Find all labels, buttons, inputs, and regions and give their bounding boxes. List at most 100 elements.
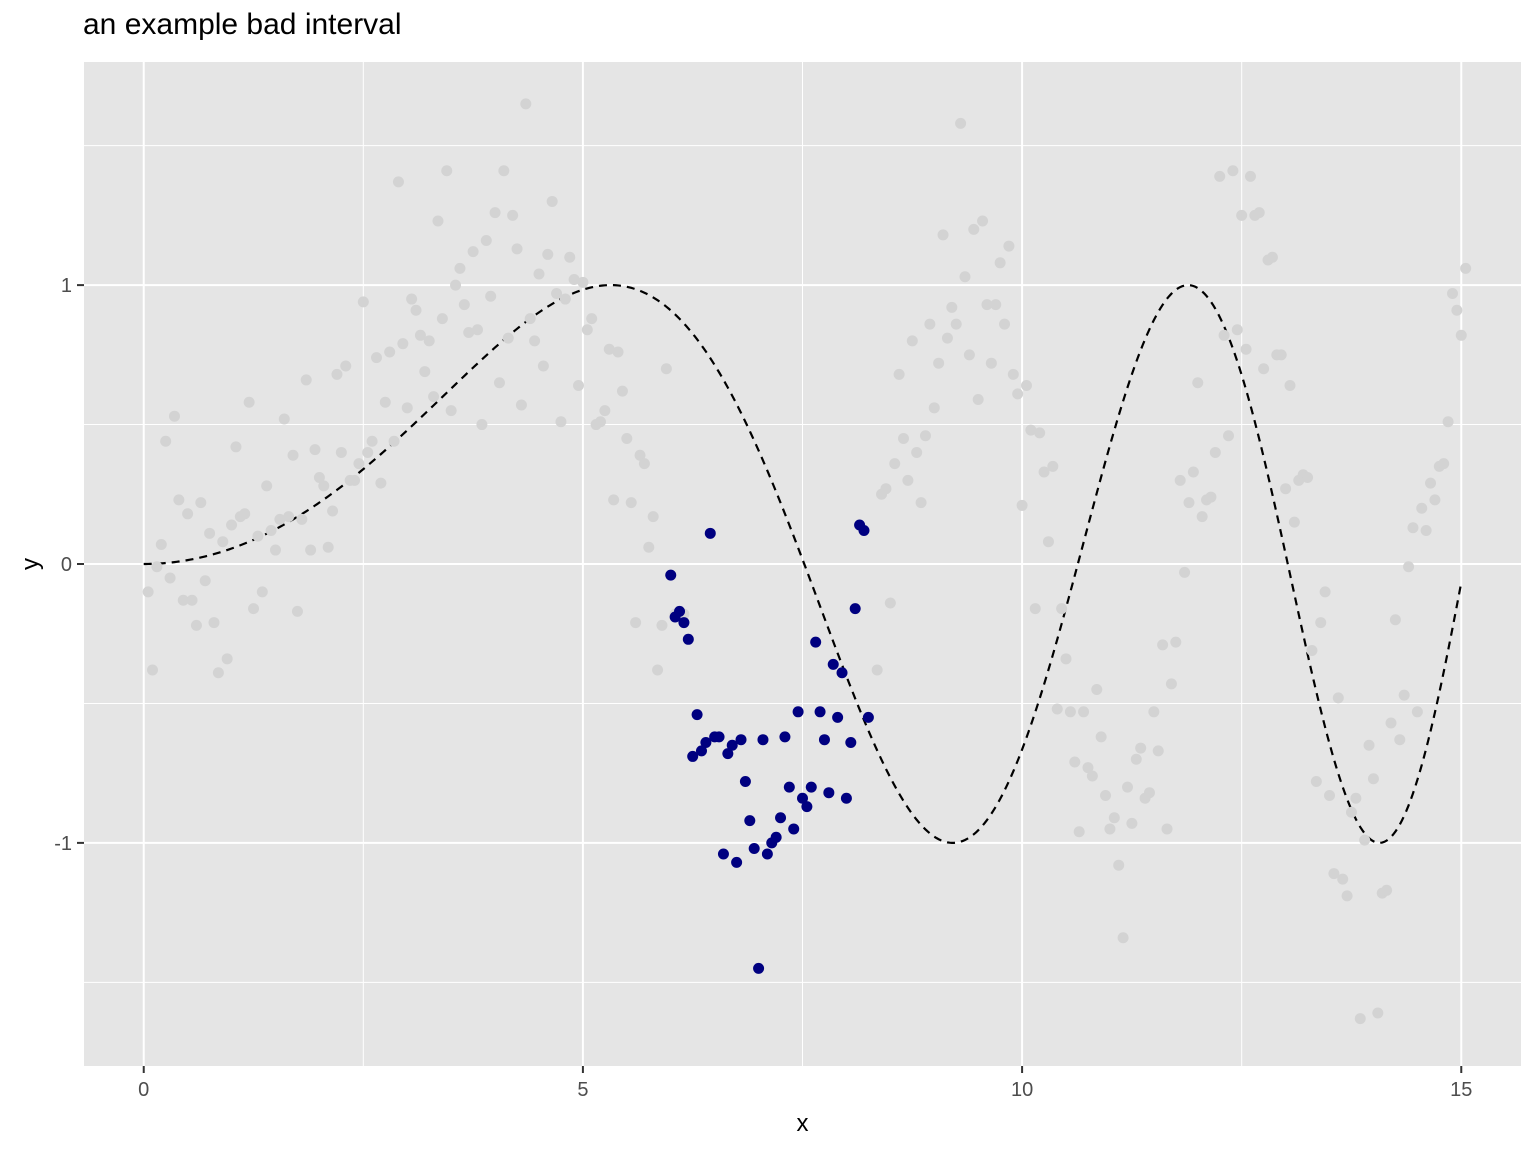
data-point-gray bbox=[564, 251, 576, 263]
data-point-gray bbox=[1064, 706, 1076, 718]
data-point-gray bbox=[573, 380, 585, 392]
data-point-gray bbox=[652, 664, 664, 676]
data-point-gray bbox=[608, 494, 620, 506]
data-point-gray bbox=[1231, 324, 1243, 336]
data-point-gray bbox=[1157, 639, 1169, 651]
data-point-highlighted bbox=[717, 848, 729, 860]
data-point-highlighted bbox=[674, 605, 686, 617]
data-point-gray bbox=[524, 313, 536, 325]
data-point-gray bbox=[1209, 446, 1221, 458]
data-point-gray bbox=[1429, 494, 1441, 506]
data-point-gray bbox=[647, 511, 659, 523]
data-point-highlighted bbox=[840, 792, 852, 804]
data-point-gray bbox=[357, 296, 369, 308]
data-point-gray bbox=[173, 494, 185, 506]
data-point-gray bbox=[1161, 823, 1173, 835]
data-point-gray bbox=[256, 586, 268, 598]
data-point-gray bbox=[1288, 516, 1300, 528]
data-point-gray bbox=[1341, 890, 1353, 902]
data-point-gray bbox=[915, 497, 927, 509]
data-point-gray bbox=[485, 290, 497, 302]
data-point-gray bbox=[1051, 703, 1063, 715]
data-point-gray bbox=[1192, 377, 1204, 389]
data-point-highlighted bbox=[757, 734, 769, 746]
data-point-gray bbox=[1236, 209, 1248, 221]
data-point-gray bbox=[1411, 706, 1423, 718]
data-points bbox=[142, 98, 1472, 1025]
data-point-gray bbox=[1108, 812, 1120, 824]
data-point-gray bbox=[419, 366, 431, 378]
data-point-gray bbox=[309, 444, 321, 456]
data-point-gray bbox=[388, 435, 400, 447]
data-point-gray bbox=[1029, 603, 1041, 615]
data-point-gray bbox=[520, 98, 532, 110]
data-point-gray bbox=[1310, 776, 1322, 788]
data-point-highlighted bbox=[735, 734, 747, 746]
data-point-gray bbox=[1227, 165, 1239, 177]
data-point-gray bbox=[999, 318, 1011, 330]
data-point-gray bbox=[1302, 472, 1314, 484]
data-point-gray bbox=[656, 619, 668, 631]
data-point-gray bbox=[441, 165, 453, 177]
data-point-gray bbox=[537, 360, 549, 372]
data-point-gray bbox=[924, 318, 936, 330]
data-point-gray bbox=[362, 446, 374, 458]
data-point-gray bbox=[248, 603, 260, 615]
data-point-gray bbox=[1100, 789, 1112, 801]
data-point-gray bbox=[327, 505, 339, 517]
data-point-gray bbox=[1367, 773, 1379, 785]
data-point-highlighted bbox=[739, 776, 751, 788]
data-point-gray bbox=[955, 117, 967, 129]
data-point-gray bbox=[1121, 781, 1133, 793]
data-point-gray bbox=[884, 597, 896, 609]
data-point-gray bbox=[463, 327, 475, 339]
data-point-gray bbox=[594, 416, 606, 428]
data-point-gray bbox=[1016, 499, 1028, 511]
data-point-highlighted bbox=[827, 658, 839, 670]
data-point-gray bbox=[902, 474, 914, 486]
data-point-gray bbox=[1420, 525, 1432, 537]
data-point-gray bbox=[968, 223, 980, 235]
data-point-gray bbox=[1078, 706, 1090, 718]
data-point-gray bbox=[599, 405, 611, 417]
data-point-gray bbox=[990, 299, 1002, 311]
data-point-gray bbox=[1337, 873, 1349, 885]
data-point-gray bbox=[476, 419, 488, 431]
data-point-gray bbox=[1095, 731, 1107, 743]
data-point-gray bbox=[546, 195, 558, 207]
data-point-gray bbox=[1319, 586, 1331, 598]
data-point-gray bbox=[445, 405, 457, 417]
data-point-gray bbox=[634, 449, 646, 461]
reference-curve bbox=[143, 284, 1463, 844]
data-point-gray bbox=[1306, 644, 1318, 656]
data-point-gray bbox=[1183, 497, 1195, 509]
data-point-gray bbox=[366, 435, 378, 447]
data-point-gray bbox=[212, 667, 224, 679]
data-point-gray bbox=[283, 511, 295, 523]
data-point-highlighted bbox=[818, 734, 830, 746]
data-point-highlighted bbox=[801, 801, 813, 813]
data-point-gray bbox=[190, 619, 202, 631]
y-tick-label: 0 bbox=[61, 554, 72, 576]
data-point-gray bbox=[423, 335, 435, 347]
data-point-gray bbox=[1394, 734, 1406, 746]
data-point-gray bbox=[603, 343, 615, 355]
data-point-gray bbox=[168, 410, 180, 422]
data-point-gray bbox=[559, 293, 571, 305]
data-point-highlighted bbox=[665, 569, 677, 581]
data-point-gray bbox=[542, 248, 554, 260]
data-point-gray bbox=[1179, 566, 1191, 578]
data-point-highlighted bbox=[713, 731, 725, 743]
data-point-gray bbox=[1266, 251, 1278, 263]
data-point-gray bbox=[1403, 561, 1415, 573]
data-point-gray bbox=[1280, 483, 1292, 495]
data-point-gray bbox=[1126, 817, 1138, 829]
x-tick-label: 10 bbox=[1011, 1079, 1033, 1101]
data-point-gray bbox=[906, 335, 918, 347]
data-point-highlighted bbox=[761, 848, 773, 860]
data-point-gray bbox=[616, 385, 628, 397]
data-point-gray bbox=[625, 497, 637, 509]
data-point-gray bbox=[392, 176, 404, 188]
data-point-gray bbox=[551, 287, 563, 299]
data-point-gray bbox=[142, 586, 154, 598]
